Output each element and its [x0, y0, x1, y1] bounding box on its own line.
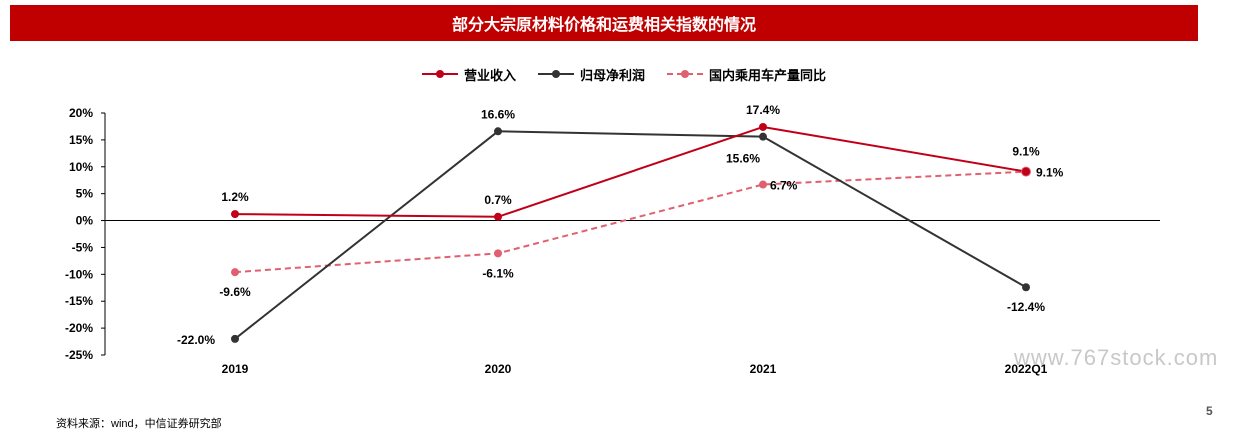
legend-label-profit: 归母净利润 — [579, 67, 645, 83]
legend-label-revenue: 营业收入 — [463, 67, 516, 83]
chart-title-bar: 部分大宗原材料价格和运费相关指数的情况 — [10, 5, 1198, 41]
data-label-revenue: 9.1% — [1012, 145, 1040, 159]
point-revenue — [494, 212, 502, 221]
y-tick-label: -5% — [72, 240, 94, 254]
data-label-revenue: 17.4% — [746, 103, 780, 117]
y-tick-label: -15% — [65, 294, 93, 308]
point-profit — [759, 132, 767, 141]
data-label-profit: 16.6% — [481, 107, 515, 121]
point-profit — [1022, 283, 1030, 292]
y-tick-label: 10% — [69, 160, 93, 174]
source-note: 资料来源：wind，中信证券研究部 — [56, 418, 222, 430]
point-vehicle — [494, 249, 502, 258]
chart-title: 部分大宗原材料价格和运费相关指数的情况 — [451, 17, 756, 34]
x-tick-label: 2022Q1 — [1005, 362, 1048, 376]
data-label-profit: 15.6% — [726, 152, 760, 166]
data-label-profit: -12.4% — [1007, 300, 1045, 314]
data-label-revenue: 1.2% — [221, 190, 249, 204]
data-label-vehicle: -6.1% — [482, 266, 514, 280]
legend: 营业收入 归母净利润 国内乘用车产量同比 — [0, 64, 1248, 84]
point-profit — [231, 334, 239, 343]
legend-swatch-revenue — [421, 68, 458, 80]
point-revenue — [759, 122, 767, 131]
y-tick-label: 15% — [69, 133, 93, 147]
y-tick-label: -10% — [65, 267, 93, 281]
point-revenue — [1022, 167, 1030, 176]
legend-swatch-vehicle — [667, 68, 703, 80]
x-tick-label: 2019 — [222, 362, 249, 376]
watermark: www.767stock.com — [1014, 345, 1219, 370]
legend-label-vehicle: 国内乘用车产量同比 — [709, 67, 827, 83]
legend-item-profit: 归母净利润 — [537, 64, 645, 84]
series-line-revenue — [234, 125, 1027, 218]
point-vehicle — [759, 180, 767, 189]
point-vehicle — [231, 268, 239, 277]
data-label-profit: -22.0% — [177, 333, 215, 347]
legend-item-vehicle: 国内乘用车产量同比 — [667, 64, 826, 84]
point-profit — [494, 127, 502, 136]
data-label-vehicle: 9.1% — [1036, 166, 1064, 180]
x-tick-label: 2020 — [485, 362, 512, 376]
series-line-vehicle — [234, 170, 1027, 274]
data-label-revenue: 0.7% — [484, 193, 512, 207]
y-tick-label: 0% — [76, 214, 94, 228]
y-tick-label: -20% — [65, 321, 93, 335]
legend-swatch-profit — [537, 68, 574, 80]
page-number: 5 — [1206, 404, 1213, 418]
series-line-profit — [234, 130, 1027, 340]
x-tick-label: 2021 — [750, 362, 777, 376]
data-label-vehicle: -9.6% — [219, 285, 251, 299]
y-tick-label: 20% — [69, 106, 93, 120]
legend-item-revenue: 营业收入 — [421, 64, 516, 84]
point-revenue — [231, 210, 239, 219]
y-tick-label: 5% — [76, 187, 94, 201]
data-label-vehicle: 6.7% — [770, 179, 798, 193]
y-tick-label: -25% — [65, 348, 93, 362]
